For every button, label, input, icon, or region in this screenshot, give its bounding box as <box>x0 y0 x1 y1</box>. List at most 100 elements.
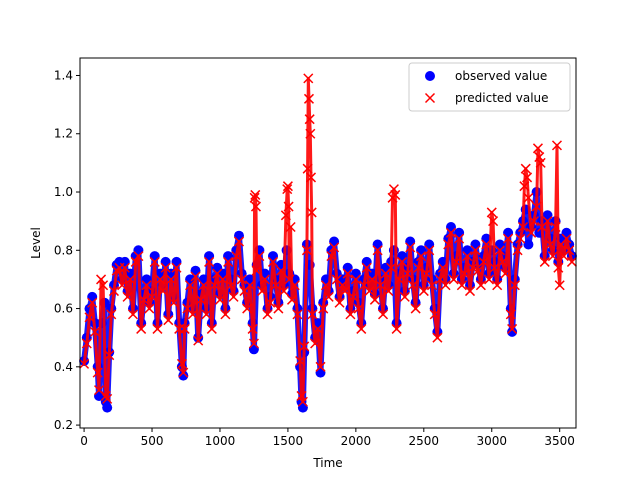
observed-point <box>102 402 113 413</box>
predicted-point-stroke <box>500 268 511 279</box>
predicted-point <box>251 265 262 276</box>
predicted-point-stroke <box>534 152 545 163</box>
observed-point <box>361 256 372 267</box>
predicted-point-stroke <box>410 303 421 314</box>
predicted-point-stroke <box>369 294 380 305</box>
predicted-point <box>244 280 255 291</box>
predicted-point <box>179 323 190 334</box>
predicted-point-stroke <box>302 163 313 174</box>
observed-point <box>405 236 416 247</box>
predicted-point-stroke <box>250 201 262 212</box>
predicted-point-stroke <box>553 262 564 273</box>
predicted-point <box>500 268 511 279</box>
predicted-point-stroke <box>515 233 526 244</box>
predicted-point <box>305 128 316 139</box>
predicted-point-stroke <box>445 227 457 238</box>
predicted-point-stroke <box>166 274 177 285</box>
predicted-point <box>486 207 497 218</box>
observed-point <box>149 251 160 262</box>
predicted-point <box>306 207 317 218</box>
predicted-point-stroke <box>429 309 440 320</box>
predicted-point <box>209 280 220 291</box>
predicted-point-stroke <box>507 323 518 334</box>
predicted-point <box>364 286 375 297</box>
predicted-point <box>473 265 484 276</box>
predicted-point-stroke <box>267 256 278 267</box>
predicted-point-stroke <box>531 201 542 212</box>
predicted-point <box>193 335 204 346</box>
predicted-point-stroke <box>488 216 499 227</box>
predicted-point-stroke <box>259 274 270 285</box>
predicted-point <box>157 286 168 297</box>
predicted-point <box>242 303 253 314</box>
x-axis: 0 500 1000 1500 2000 2500 3000 3500 <box>80 428 575 448</box>
predicted-point <box>383 286 394 297</box>
predicted-point-stroke <box>547 251 558 262</box>
predicted-point-stroke <box>542 216 553 227</box>
predicted-point-stroke <box>358 280 370 291</box>
predicted-point <box>397 256 408 267</box>
x-tick-label: 2000 <box>341 434 372 448</box>
predicted-point <box>459 268 470 279</box>
predicted-point <box>551 140 563 151</box>
predicted-point <box>295 355 306 367</box>
predicted-point <box>547 251 558 262</box>
predicted-point-stroke <box>418 286 429 297</box>
predicted-point-stroke <box>342 268 353 279</box>
predicted-point-stroke <box>437 262 448 273</box>
predicted-point <box>312 323 323 334</box>
predicted-point-stroke <box>310 338 321 349</box>
predicted-point <box>163 315 174 326</box>
predicted-point <box>416 251 427 262</box>
predicted-point-stroke <box>79 358 90 369</box>
predicted-point-stroke <box>492 280 503 291</box>
observed-point <box>542 210 553 221</box>
predicted-point-stroke <box>350 274 361 285</box>
predicted-point <box>310 338 321 349</box>
predicted-point-stroke <box>149 256 160 267</box>
predicted-point <box>89 326 100 337</box>
predicted-point-stroke <box>283 201 294 212</box>
x-tick-label: 3000 <box>476 434 507 448</box>
predicted-point <box>515 233 526 244</box>
predicted-point-stroke <box>289 280 300 291</box>
predicted-point <box>470 245 481 256</box>
predicted-point-stroke <box>282 184 293 195</box>
predicted-point <box>303 93 315 104</box>
x-tick-label: 1500 <box>273 434 304 448</box>
observed-point <box>223 251 234 262</box>
predicted-point-stroke <box>201 309 212 320</box>
predicted-point-stroke <box>399 291 410 302</box>
predicted-point-stroke <box>282 181 293 192</box>
predicted-point-stroke <box>122 291 133 302</box>
predicted-point <box>171 262 182 273</box>
predicted-point-stroke <box>475 280 486 291</box>
predicted-point-stroke <box>292 309 303 320</box>
predicted-point-stroke <box>520 163 531 174</box>
predicted-point <box>337 280 348 291</box>
predicted-point <box>339 286 351 297</box>
predicted-point-stroke <box>407 280 418 291</box>
predicted-point-stroke <box>299 341 310 352</box>
predicted-point <box>451 256 462 267</box>
predicted-point <box>318 303 329 314</box>
predicted-point-stroke <box>301 245 312 256</box>
observed-point <box>133 245 144 256</box>
predicted-point-stroke <box>280 210 291 221</box>
predicted-point-stroke <box>270 280 281 291</box>
observed-point <box>178 370 189 381</box>
predicted-point-stroke <box>195 294 206 305</box>
predicted-point-stroke <box>89 326 100 337</box>
predicted-point <box>198 280 209 291</box>
predicted-point <box>342 268 353 279</box>
predicted-point-stroke <box>160 262 171 273</box>
predicted-point <box>289 280 300 291</box>
predicted-point-stroke <box>204 256 215 267</box>
predicted-point-stroke <box>435 274 446 285</box>
predicted-point <box>467 262 478 273</box>
predicted-point <box>520 163 531 174</box>
observed-point <box>416 245 427 256</box>
predicted-point-stroke <box>306 207 317 218</box>
predicted-point-stroke <box>424 245 435 256</box>
predicted-point-stroke <box>108 286 120 297</box>
